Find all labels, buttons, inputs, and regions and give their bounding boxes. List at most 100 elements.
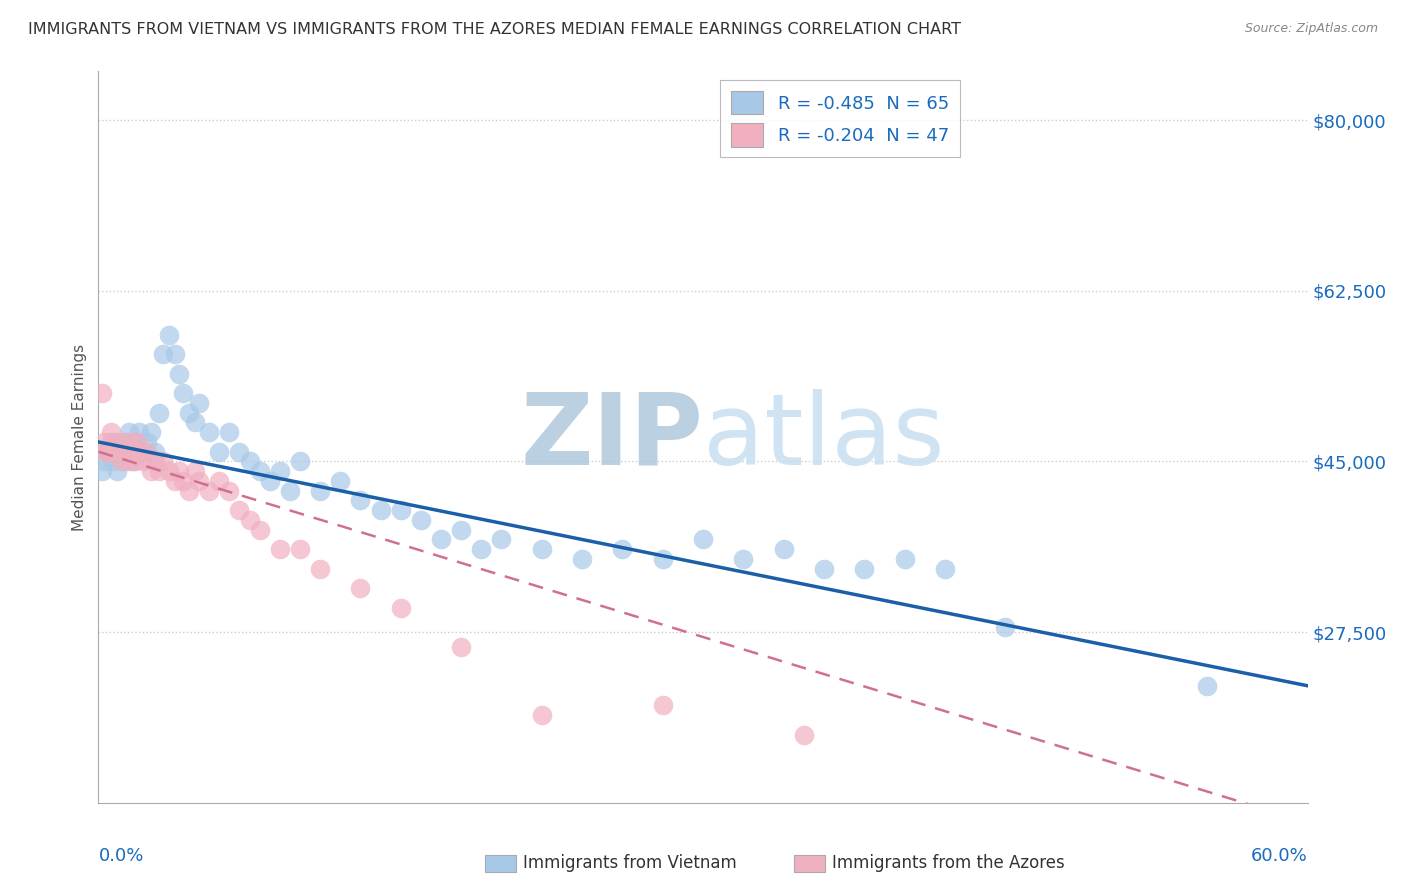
Point [101,444,124,458]
Text: ZIP: ZIP [520,389,703,485]
Point [167,464,190,478]
Point [100,434,122,449]
Point [208,474,231,488]
Point [139,425,162,440]
Point [249,523,271,537]
Point [152,347,174,361]
Point [103,444,125,458]
Point [934,562,956,576]
Point [124,434,146,449]
Point [120,434,142,449]
Text: Immigrants from Vietnam: Immigrants from Vietnam [523,855,737,872]
Point [139,464,162,478]
Point [692,533,714,547]
Point [228,503,250,517]
Point [228,444,250,458]
Point [114,444,136,458]
Point [121,454,143,468]
Point [97,444,120,458]
Point [91,464,114,478]
Point [612,542,634,557]
Point [278,483,301,498]
Point [125,444,148,458]
Point [188,396,211,410]
Point [179,483,201,498]
Point [111,454,134,468]
Point [239,513,262,527]
Point [121,444,143,458]
Point [470,542,492,557]
Point [132,444,155,458]
Point [148,464,170,478]
Point [733,552,755,566]
Point [93,454,115,468]
Point [107,434,129,449]
Point [172,474,194,488]
Point [132,454,155,468]
Point [269,464,291,478]
Point [430,533,453,547]
Point [120,444,142,458]
Point [370,503,392,517]
Point [184,464,207,478]
Text: Source: ZipAtlas.com: Source: ZipAtlas.com [1244,22,1378,36]
Point [249,464,271,478]
Point [143,444,166,458]
Point [128,425,150,440]
Point [157,327,180,342]
Point [450,523,472,537]
Point [110,454,132,468]
Point [309,562,332,576]
Point [329,474,352,488]
Point [111,434,134,449]
Point [125,434,148,449]
Point [389,600,412,615]
Point [389,503,412,517]
Point [107,444,129,458]
Point [118,425,141,440]
Point [157,464,180,478]
Point [163,347,186,361]
Point [135,434,157,449]
Point [115,444,138,458]
Point [208,444,231,458]
Point [172,386,194,401]
Point [148,406,170,420]
Point [772,542,794,557]
Point [118,454,141,468]
Point [163,474,186,488]
Point [100,425,122,440]
Text: Immigrants from the Azores: Immigrants from the Azores [832,855,1066,872]
Point [349,581,371,595]
Point [793,727,815,741]
Point [167,367,190,381]
Point [813,562,835,576]
Point [124,454,146,468]
Point [184,416,207,430]
Point [110,444,132,458]
Point [105,464,128,478]
Point [198,425,221,440]
Point [115,434,138,449]
Point [128,444,150,458]
Point [571,552,593,566]
Point [179,406,201,420]
Point [96,444,118,458]
Text: 60.0%: 60.0% [1251,847,1308,864]
Point [93,434,115,449]
Legend: R = -0.485  N = 65, R = -0.204  N = 47: R = -0.485 N = 65, R = -0.204 N = 47 [720,80,960,158]
Point [96,444,118,458]
Point [239,454,262,468]
Point [105,444,128,458]
Point [349,493,371,508]
Point [143,454,166,468]
Point [135,444,157,458]
Point [288,542,311,557]
Point [994,620,1017,634]
Point [259,474,281,488]
Point [101,454,124,468]
Point [409,513,432,527]
Point [188,474,211,488]
Point [97,444,120,458]
Point [288,454,311,468]
